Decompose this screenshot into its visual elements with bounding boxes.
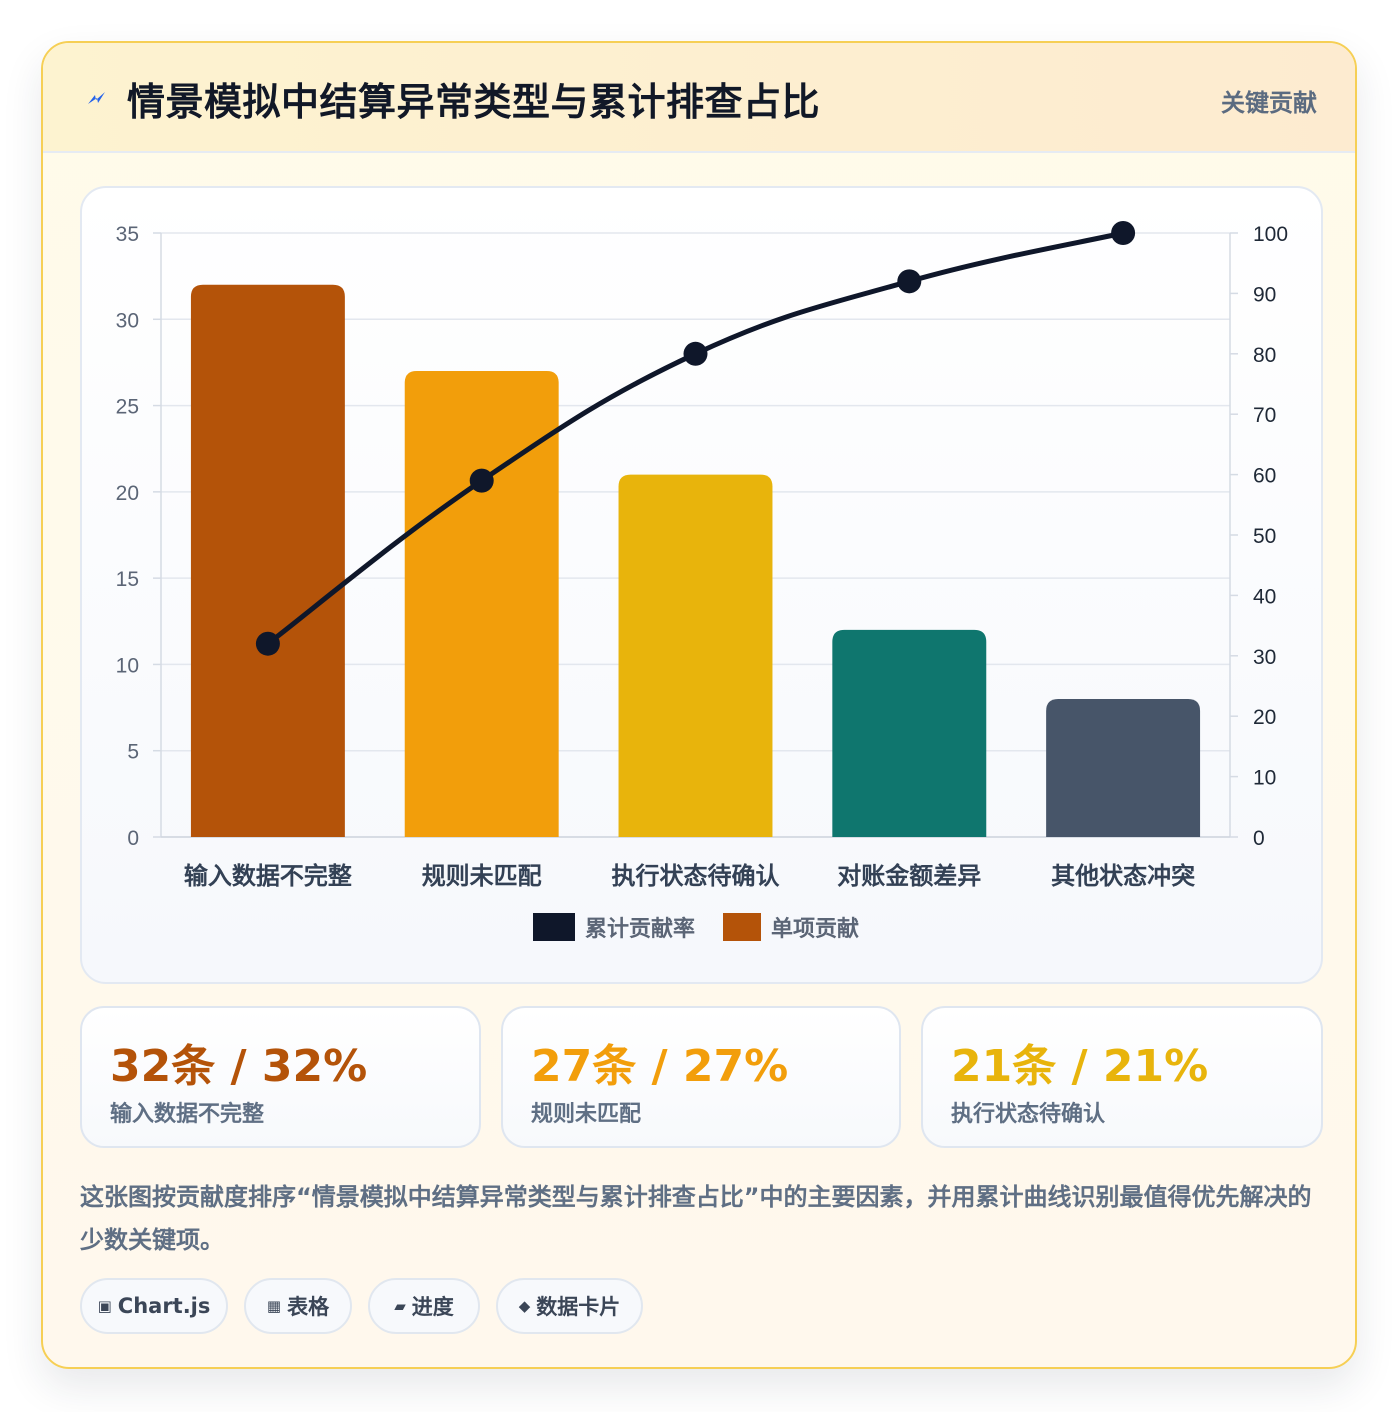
y-right-tick-label: 50 <box>1253 525 1276 548</box>
pareto-chart: 0 5 10 15 20 25 30 35 0 10 20 30 40 50 60 70 80 90 100 输入数据… <box>116 221 1288 942</box>
stat-card-2: 27条 / 27% 规则未匹配 <box>501 1006 901 1148</box>
y-right-tick-label: 90 <box>1253 283 1276 306</box>
x-tick-label: 其他状态冲突 <box>1051 862 1195 890</box>
x-tick-label: 输入数据不完整 <box>184 862 352 890</box>
stat-value: 32条 / 32% <box>110 1041 368 1092</box>
progress-icon: ▰ <box>394 1297 406 1315</box>
page-title: 情景模拟中结算异常类型与累计排查占比 <box>127 80 821 124</box>
y-left-tick-label: 20 <box>116 482 139 505</box>
bar <box>190 284 345 837</box>
tag-table[interactable]: ▦ 表格 <box>244 1278 352 1334</box>
card-header: 情景模拟中结算异常类型与累计排查占比 关键贡献 <box>43 43 1355 153</box>
legend-label: 单项贡献 <box>771 916 859 942</box>
legend-label: 累计贡献率 <box>585 916 695 942</box>
y-right-tick-label: 30 <box>1253 646 1276 669</box>
chart-description: 这张图按贡献度排序“情景模拟中结算异常类型与累计排查占比”中的主要因素，并用累计… <box>80 1183 1312 1254</box>
y-right-tick-label: 100 <box>1253 223 1288 246</box>
lightning-icon <box>88 92 105 104</box>
tag-label: 数据卡片 <box>536 1295 621 1319</box>
stat-value: 21条 / 21% <box>951 1041 1209 1092</box>
legend-swatch <box>723 913 761 941</box>
legend-swatch <box>533 913 575 941</box>
y-left-tick-label: 35 <box>116 223 139 246</box>
stat-card-1: 32条 / 32% 输入数据不完整 <box>80 1006 481 1148</box>
table-icon: ▦ <box>266 1297 282 1315</box>
x-tick-label: 规则未匹配 <box>422 862 542 890</box>
y-left-tick-label: 25 <box>116 396 139 419</box>
y-right-tick-label: 20 <box>1253 706 1276 729</box>
y-right-tick-label: 10 <box>1253 767 1276 790</box>
cumulative-point <box>1111 221 1136 245</box>
bar <box>832 629 987 837</box>
stat-value: 27条 / 27% <box>531 1041 789 1092</box>
chart-panel: 0 5 10 15 20 25 30 35 0 10 20 30 40 50 60 70 80 90 100 输入数据… <box>80 186 1323 984</box>
stat-label: 执行状态待确认 <box>951 1102 1106 1127</box>
x-tick-label: 对账金额差异 <box>837 862 981 890</box>
stat-card-3: 21条 / 21% 执行状态待确认 <box>921 1006 1323 1148</box>
y-left-tick-label: 5 <box>127 741 139 764</box>
bar <box>618 474 773 837</box>
y-left-tick-label: 0 <box>127 827 139 850</box>
stat-label: 规则未匹配 <box>531 1102 642 1127</box>
tag-chartjs[interactable]: ▣ Chart.js <box>80 1278 228 1334</box>
y-right-tick-label: 0 <box>1253 827 1265 850</box>
chart-icon: ▣ <box>97 1297 112 1315</box>
bar <box>1046 698 1201 837</box>
card-icon: ◆ <box>518 1297 531 1315</box>
y-left-tick-label: 10 <box>116 654 139 677</box>
y-left-tick-label: 30 <box>116 309 139 332</box>
stat-cards: 32条 / 32% 输入数据不完整 27条 / 27% 规则未匹配 21条 / … <box>80 1006 1323 1148</box>
y-right-tick-label: 80 <box>1253 344 1276 367</box>
tag-label: 表格 <box>287 1295 330 1319</box>
chart-card: 情景模拟中结算异常类型与累计排查占比 关键贡献 0 5 10 15 20 25 30 35 0 1… <box>41 41 1357 1369</box>
y-right-tick-label: 70 <box>1253 404 1276 427</box>
tag-progress[interactable]: ▰ 进度 <box>368 1278 480 1334</box>
cumulative-point <box>469 468 494 493</box>
cumulative-point <box>255 631 280 656</box>
y-right-tick-label: 40 <box>1253 585 1276 608</box>
bar <box>404 371 559 837</box>
cumulative-point <box>897 269 922 294</box>
x-tick-label: 执行状态待确认 <box>612 862 780 890</box>
y-right-tick-label: 60 <box>1253 465 1276 488</box>
tag-label: 进度 <box>411 1295 454 1319</box>
stat-label: 输入数据不完整 <box>110 1102 265 1127</box>
tag-label: Chart.js <box>117 1294 211 1318</box>
y-left-tick-label: 15 <box>116 568 139 591</box>
tag-data-card[interactable]: ◆ 数据卡片 <box>496 1278 643 1334</box>
key-contribution-badge: 关键贡献 <box>1221 89 1317 117</box>
cumulative-point <box>683 341 708 366</box>
